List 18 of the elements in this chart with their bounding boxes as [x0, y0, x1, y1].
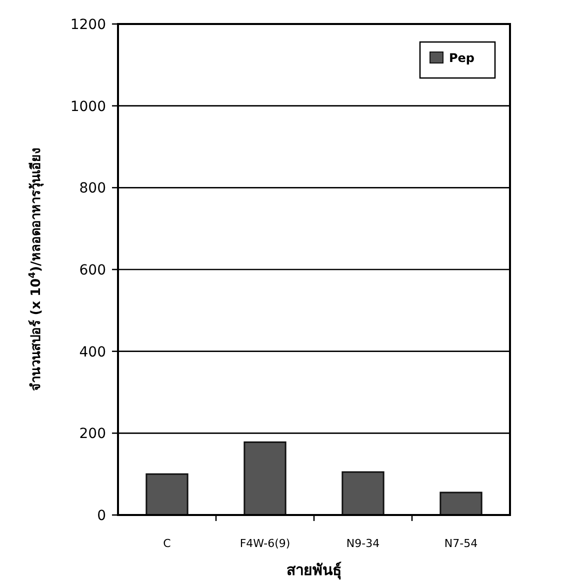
x-tick-label: N9-34 — [346, 537, 380, 550]
x-axis-title: สายพันธุ์ — [286, 561, 342, 580]
x-tick-label: N7-54 — [444, 537, 478, 550]
y-tick-label: 0 — [97, 508, 106, 524]
legend-label: Pep — [449, 51, 475, 65]
y-tick-label: 1200 — [70, 17, 106, 33]
bar — [146, 473, 188, 516]
legend: Pep — [419, 41, 496, 79]
bar — [342, 471, 384, 516]
bar — [440, 492, 482, 516]
x-tick-label: F4W-6(9) — [240, 537, 290, 550]
y-tick-label: 200 — [79, 426, 106, 442]
y-tick-label: 600 — [79, 262, 106, 278]
x-tick-label: C — [163, 537, 172, 550]
y-tick-label: 400 — [79, 344, 106, 360]
y-tick-label: 1000 — [70, 98, 106, 115]
bar — [244, 441, 286, 516]
y-tick-label: 800 — [79, 180, 106, 197]
